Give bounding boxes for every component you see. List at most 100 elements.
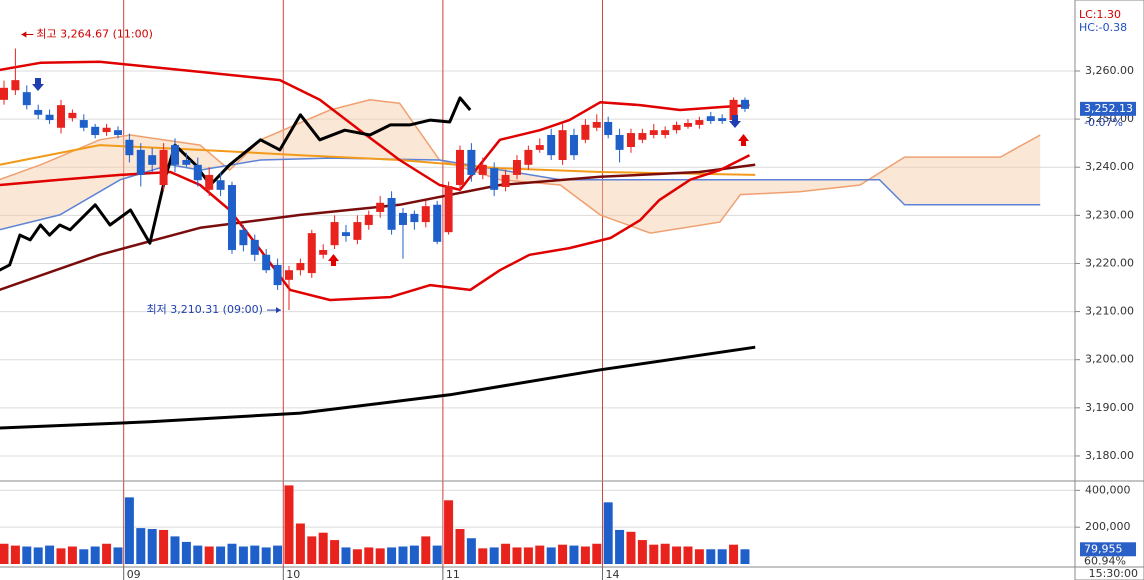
volume-bar [478,548,488,564]
volume-bar [466,538,476,564]
candle-body [547,134,556,156]
candle-body [672,124,681,131]
candle-body [227,185,236,250]
candle-body [524,149,533,165]
candle-body [490,168,499,190]
volume-bar [102,543,112,564]
candle-body [364,214,373,225]
y-tick-label: 200,000 [1085,520,1131,533]
candle-body [615,134,624,150]
candle-body [113,130,122,135]
candle-body [410,213,419,223]
candle-body [604,121,613,135]
volume-bar [136,528,146,564]
volume-bar [170,536,180,564]
volume-bar [10,545,20,564]
volume-bar [22,546,32,564]
candle-body [307,233,316,274]
candle-body [353,222,362,240]
candle-body [376,202,385,212]
overlay-line [0,154,751,302]
volume-bar [729,544,739,564]
y-tick-label: 3,240.00 [1085,160,1134,173]
volume-bar [512,547,522,564]
overlay-line [0,96,472,272]
y-tick-label: 400,000 [1085,483,1131,496]
candle-body [11,80,20,91]
note-arrow-head [275,307,281,314]
volume-bar [352,549,362,564]
candle-body [159,149,168,186]
candle-body [68,112,77,119]
volume-bar [113,547,123,564]
candle-body [262,254,271,271]
change-label: -0.07% [1084,116,1123,129]
candle-body [626,133,635,148]
volume-bar [649,544,659,564]
x-tick-label: 11 [446,568,460,580]
candle-body [387,198,396,230]
volume-bar [444,500,454,564]
volume-bar [181,541,191,564]
candle-body [284,270,293,280]
volume-bar [284,485,294,564]
volume-bar [398,546,408,564]
candle-body [512,160,521,175]
volume-bar [364,547,374,564]
candle-body [239,229,248,246]
candle-body [661,130,670,135]
candle-body [421,206,430,223]
candle-body [569,134,578,156]
candle-body [444,185,453,233]
candle-body [330,222,339,246]
volume-bar [375,548,385,564]
overlay-line [0,144,756,176]
volume-bar [193,545,203,564]
overlay-line [0,345,756,430]
candle-body [535,145,544,150]
up-arrow [738,134,749,146]
volume-bar [672,546,682,564]
volume-bar [489,547,499,564]
volume-bar [592,543,602,564]
y-tick-label: 3,180.00 [1085,449,1134,462]
volume-bar [523,547,533,564]
candle-body [205,174,214,190]
candle-body [45,114,54,121]
candle-body [649,130,658,135]
volume-bar [261,547,271,564]
overlay-line [0,163,756,292]
candle-body [182,160,191,165]
down-arrow [729,115,741,128]
volume-bar [0,543,9,564]
last-price-label: 3,252.13 [1084,102,1133,115]
high-note: 최고 3,264.67 (11:00) [36,28,153,41]
candle-body [558,130,567,160]
candle-body [706,116,715,122]
y-tick-label: 3,190.00 [1085,401,1134,414]
y-tick-label: 3,200.00 [1085,353,1134,366]
candle-body [216,180,225,190]
volume-bar [387,547,397,564]
volume-bar [341,547,351,564]
volume-bar [421,536,431,564]
volume-bar [307,536,317,564]
candle-body [34,109,43,115]
candle-body [148,155,157,165]
candle-body [718,118,727,122]
lc-label: LC:1.30 [1079,8,1121,21]
volume-bar [124,497,134,564]
candle-body [79,120,88,128]
volume-bar [455,529,465,564]
note-arrow-head [21,31,27,38]
volume-bar [546,547,556,564]
candle-body [740,99,749,109]
volume-ratio: 60.94% [1084,554,1126,567]
volume-bar [204,546,214,564]
candle-body [581,124,590,140]
volume-bar [159,529,169,564]
candle-body [683,122,692,127]
candle-body [22,92,31,106]
